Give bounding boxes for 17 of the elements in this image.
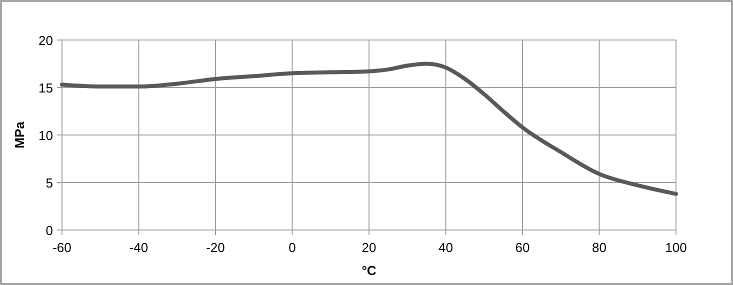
y-axis-title: MPa: [12, 120, 27, 148]
y-tick-label: 5: [46, 176, 53, 190]
x-axis-title: °C: [362, 263, 377, 278]
y-tick-label: 10: [38, 128, 53, 143]
x-tick-label: 0: [288, 240, 296, 255]
y-tick-label: 15: [38, 80, 53, 96]
x-tick-label: 100: [665, 240, 687, 255]
line-series: [60, 62, 678, 196]
x-tick-label: 20: [362, 240, 376, 255]
x-tick-label: -40: [129, 240, 148, 255]
y-tick-label: 20: [38, 33, 53, 48]
x-tick-label: -20: [206, 240, 225, 255]
x-tick-label: 40: [438, 240, 453, 255]
x-tick-label: 60: [515, 240, 530, 255]
y-tick-label: 0: [46, 223, 53, 238]
x-tick-label: 80: [592, 240, 606, 255]
x-tick-label: -60: [52, 240, 72, 255]
